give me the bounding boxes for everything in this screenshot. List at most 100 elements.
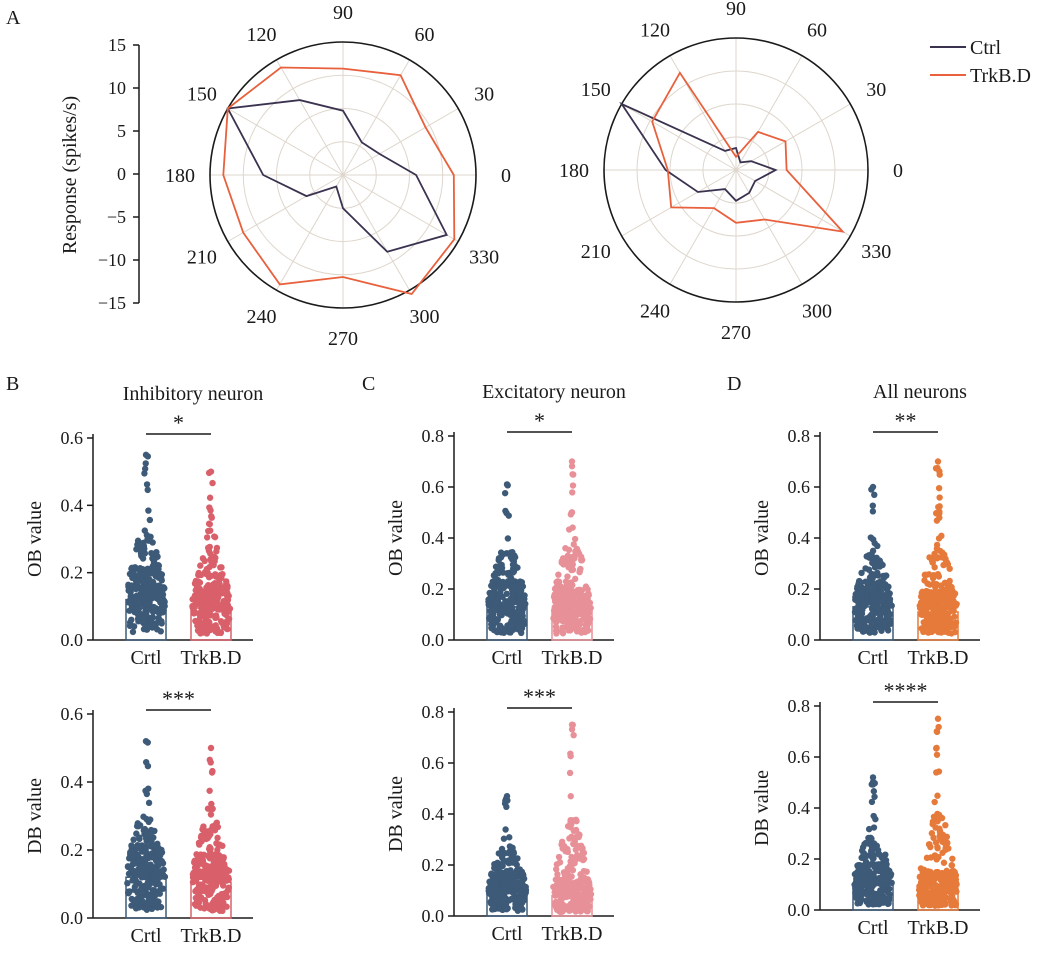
polar-angle-label: 30 <box>866 79 886 101</box>
data-point <box>568 463 576 470</box>
data-point <box>566 835 573 842</box>
data-point <box>872 815 879 823</box>
data-point <box>565 866 572 874</box>
data-point <box>205 547 213 555</box>
data-point <box>488 870 495 877</box>
data-point <box>929 575 937 582</box>
data-point <box>507 849 514 856</box>
polar-outer-ring <box>209 41 477 309</box>
x-category-label: Crtl <box>130 647 162 669</box>
polar-grid-spoke <box>342 59 410 176</box>
data-point <box>189 871 197 878</box>
data-point <box>192 887 199 895</box>
data-point <box>880 855 887 862</box>
significance-stars: ** <box>895 408 917 433</box>
y-tick-label: 0.6 <box>788 477 811 497</box>
data-point <box>129 867 136 874</box>
panel-letter-b: B <box>6 373 19 395</box>
data-point <box>512 618 520 626</box>
y-tick-label: 0.6 <box>61 428 84 448</box>
data-point <box>203 534 211 541</box>
data-point <box>579 856 586 863</box>
data-point <box>567 579 575 586</box>
data-point <box>945 579 953 587</box>
x-category-label: Crtl <box>130 925 162 947</box>
data-point <box>859 628 867 635</box>
data-point <box>215 892 222 900</box>
data-point <box>153 867 161 875</box>
data-point <box>158 867 166 875</box>
x-category-label: TrkB.D <box>542 647 603 669</box>
data-point <box>869 502 876 509</box>
data-point <box>491 860 498 868</box>
data-point <box>139 865 146 873</box>
data-point <box>882 584 890 591</box>
y-axis-label: DB value <box>24 778 46 854</box>
data-point <box>917 605 924 612</box>
data-point <box>136 842 143 850</box>
y-axis-label: DB value <box>751 770 773 846</box>
data-point <box>206 756 213 764</box>
data-point <box>921 577 928 584</box>
data-point <box>153 626 161 633</box>
data-point <box>219 570 226 578</box>
significance-stars: * <box>534 408 545 433</box>
data-point <box>922 627 929 634</box>
data-point <box>937 582 945 589</box>
data-point <box>512 582 519 589</box>
data-point <box>490 889 498 896</box>
data-point <box>570 731 577 739</box>
data-point <box>155 606 163 613</box>
data-point <box>870 851 877 859</box>
data-point <box>508 577 515 584</box>
data-point <box>874 605 881 612</box>
data-point <box>505 888 512 895</box>
data-point <box>147 816 154 823</box>
data-point <box>206 843 213 851</box>
data-point <box>932 887 939 894</box>
polar-grid-spoke <box>735 169 803 285</box>
data-point <box>869 571 876 579</box>
data-point-max <box>142 738 150 745</box>
data-point <box>499 860 506 867</box>
data-point <box>211 906 218 913</box>
data-point <box>948 902 955 909</box>
y-tick-label: 0.2 <box>788 849 811 869</box>
data-point <box>884 627 892 634</box>
data-point <box>552 866 560 873</box>
data-point <box>205 605 212 612</box>
y-tick-label: 0.8 <box>422 702 445 722</box>
data-point <box>206 855 213 862</box>
data-point <box>921 895 928 902</box>
data-point <box>223 903 230 910</box>
data-point <box>143 861 150 868</box>
data-point <box>876 898 883 906</box>
y-tick-label: 0.8 <box>422 426 445 446</box>
data-point <box>515 904 522 911</box>
data-point <box>199 555 207 562</box>
data-point <box>559 617 566 625</box>
data-point <box>151 827 158 835</box>
data-point <box>158 620 165 627</box>
data-point <box>571 879 579 886</box>
data-point <box>196 895 203 902</box>
y-axis-label: OB value <box>24 501 46 577</box>
data-point <box>932 896 940 904</box>
response-tick-label: −10 <box>98 250 126 270</box>
data-point <box>195 881 203 889</box>
data-point <box>195 587 203 595</box>
data-point <box>495 594 502 602</box>
data-point <box>210 558 218 565</box>
data-point <box>560 609 568 617</box>
data-point <box>504 871 511 878</box>
data-point <box>932 745 940 752</box>
polar-angle-label: 90 <box>726 0 746 20</box>
data-point <box>153 595 161 602</box>
data-point <box>868 844 876 851</box>
data-point <box>934 844 941 852</box>
data-point <box>569 566 577 573</box>
data-point <box>145 896 153 903</box>
data-point <box>940 561 947 569</box>
data-point <box>571 838 578 845</box>
data-point <box>501 849 509 857</box>
